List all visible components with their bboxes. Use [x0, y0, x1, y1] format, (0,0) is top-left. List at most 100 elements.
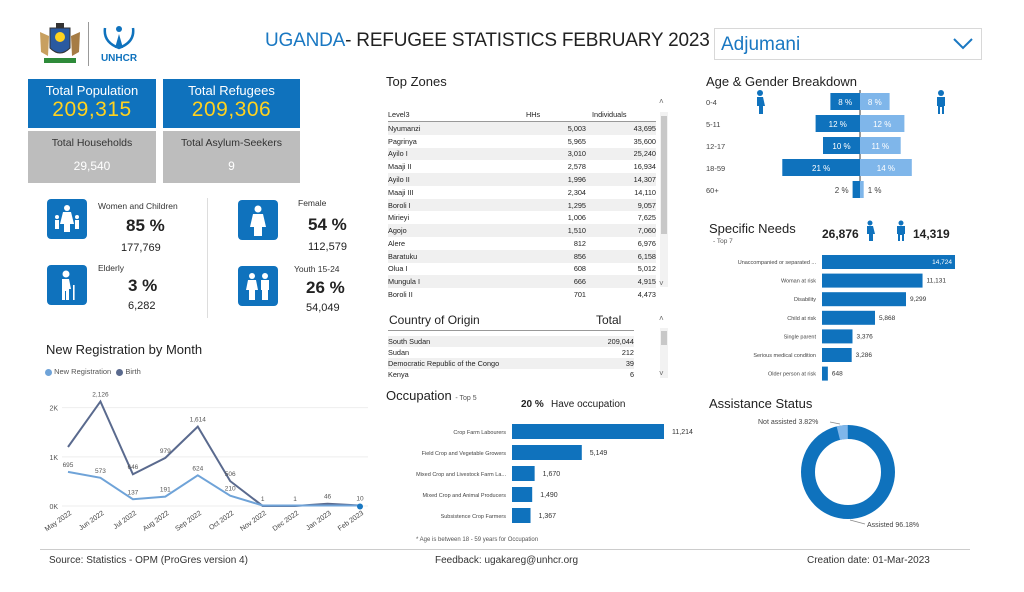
col-hhs[interactable]: HHs: [508, 108, 586, 122]
data-label: 2,126: [92, 391, 109, 398]
zone-hhs: 1,006: [567, 213, 586, 223]
leader-line: [849, 519, 866, 525]
table-row[interactable]: Democratic Republic of the Congo 39: [388, 358, 634, 369]
table-row[interactable]: Nyumanzi 5,003 43,695: [388, 121, 656, 135]
table-row[interactable]: Ayilo II 1,996 14,307: [388, 173, 656, 186]
need-bar[interactable]: [822, 310, 876, 325]
table-row[interactable]: Sudan 212: [388, 347, 634, 358]
chevron-down-icon[interactable]: [951, 33, 975, 58]
data-label: 695: [63, 462, 74, 469]
occupation-bar[interactable]: [512, 424, 664, 439]
need-bar[interactable]: [822, 329, 853, 344]
table-row[interactable]: Mungula I 666 4,915: [388, 275, 656, 289]
male-bar[interactable]: [823, 137, 860, 154]
table-row[interactable]: Pagrinya 5,965 35,600: [388, 135, 656, 148]
total-population-label: Total Population: [45, 83, 139, 98]
zone-individuals: 25,240: [586, 147, 656, 161]
need-bar[interactable]: [822, 273, 923, 288]
country-total-label[interactable]: Total: [596, 313, 622, 327]
occupation-bar[interactable]: [512, 487, 533, 502]
female-pct-label: 1 %: [868, 186, 882, 195]
registration-legend: New Registration Birth: [45, 367, 141, 376]
need-bar[interactable]: [822, 366, 828, 381]
zone-name: Pagrinya: [388, 136, 417, 146]
footer-feedback[interactable]: Feedback: ugakareg@unhcr.org: [435, 555, 579, 566]
female-pct-label: 14 %: [877, 164, 895, 173]
need-bar[interactable]: [822, 292, 906, 307]
settlement-dropdown[interactable]: Adjumani: [714, 28, 982, 60]
need-category-label: Child at risk: [787, 316, 816, 322]
country-total: 209,044: [586, 336, 634, 347]
needs-female-total: 26,876: [822, 227, 859, 241]
table-row[interactable]: Boroli II 701 4,473: [388, 288, 656, 301]
col-level3[interactable]: Level3: [388, 108, 508, 122]
total-households-value: 29,540: [73, 159, 111, 173]
male-icon: [937, 90, 945, 114]
occupation-title: Occupation - Top 5: [386, 388, 477, 403]
table-row[interactable]: Alere 812 6,976: [388, 237, 656, 250]
zone-name: Boroli I: [388, 198, 508, 212]
table-row[interactable]: Maaji II 2,578 16,934: [388, 160, 656, 173]
female-bar[interactable]: [860, 93, 890, 110]
country-scrollbar[interactable]: [660, 328, 668, 378]
female-bar[interactable]: [860, 137, 901, 154]
occupation-bar[interactable]: [512, 508, 531, 523]
female-bar[interactable]: [860, 159, 912, 176]
female-bar[interactable]: [860, 115, 905, 132]
category-label: Field Crop and Vegetable Growers: [422, 451, 507, 457]
top-zones-scrollbar[interactable]: [660, 112, 668, 287]
occupation-bar[interactable]: [512, 445, 582, 460]
data-label: 979: [160, 448, 171, 455]
zone-name: Alere: [388, 238, 406, 248]
women-children-label: Women and Children: [98, 201, 178, 211]
table-row[interactable]: Boroli I 1,295 9,057: [388, 198, 656, 212]
female-bar[interactable]: [860, 181, 864, 198]
scroll-down-icon[interactable]: ˅: [659, 279, 664, 288]
table-row[interactable]: Ayilo I 3,010 25,240: [388, 147, 656, 161]
country-scroll-down-icon[interactable]: ˅: [659, 369, 664, 378]
zone-individuals: 7,060: [586, 224, 656, 238]
x-tick-label: Oct 2022: [208, 510, 235, 532]
need-bar[interactable]: [822, 255, 955, 269]
scroll-up-icon[interactable]: ˄: [659, 97, 664, 106]
total-households-card: Total Households 29,540: [28, 131, 156, 183]
elderly-pct: 3 %: [128, 276, 158, 295]
specific-needs-subtitle: - Top 7: [713, 238, 733, 245]
assisted-slice[interactable]: [801, 425, 895, 519]
country-scroll-thumb[interactable]: [661, 331, 667, 345]
total-refugees-value: 209,306: [191, 98, 272, 121]
country-header-line: [388, 330, 634, 331]
male-pct-label: 2 %: [835, 186, 849, 195]
male-bar[interactable]: [782, 159, 860, 176]
zone-hhs: 666: [508, 275, 586, 289]
male-bar[interactable]: [852, 181, 860, 198]
zone-hhs: 1,510: [508, 224, 586, 238]
male-bar[interactable]: [815, 115, 860, 132]
legend-dot-birth: [116, 368, 124, 376]
value-label: 5,149: [590, 450, 608, 457]
table-row[interactable]: Agojo 1,510 7,060: [388, 224, 656, 238]
table-row[interactable]: Maaji III 2,304 14,110: [388, 186, 656, 199]
occupation-bar[interactable]: [512, 466, 535, 481]
women-children-icon: [47, 199, 87, 239]
zone-hhs: 701: [573, 290, 586, 300]
col-individuals[interactable]: Individuals: [586, 108, 656, 122]
need-bar[interactable]: [822, 348, 852, 362]
table-row[interactable]: Olua I 608 5,012: [388, 263, 656, 276]
occupation-subtitle: - Top 5: [455, 395, 477, 402]
need-value-label: 3,286: [856, 352, 873, 359]
table-row[interactable]: Baratuku 856 6,158: [388, 249, 656, 263]
table-row[interactable]: South Sudan 209,044: [388, 336, 634, 347]
zone-hhs: 2,304: [567, 187, 586, 197]
zone-name: Nyumanzi: [388, 121, 508, 135]
zone-hhs: 812: [573, 238, 586, 248]
registration-chart-title: New Registration by Month: [46, 342, 203, 357]
top-zones-scroll-thumb[interactable]: [661, 116, 667, 234]
table-row[interactable]: Mirieyi 1,006 7,625: [388, 211, 656, 224]
table-row[interactable]: Kenya 6: [388, 369, 634, 380]
country-scroll-up-icon[interactable]: ˄: [659, 314, 664, 323]
zone-hhs: 1,295: [508, 198, 586, 212]
demographics-divider: [207, 198, 208, 318]
title-country: UGANDA: [265, 30, 346, 51]
male-bar[interactable]: [830, 93, 860, 110]
